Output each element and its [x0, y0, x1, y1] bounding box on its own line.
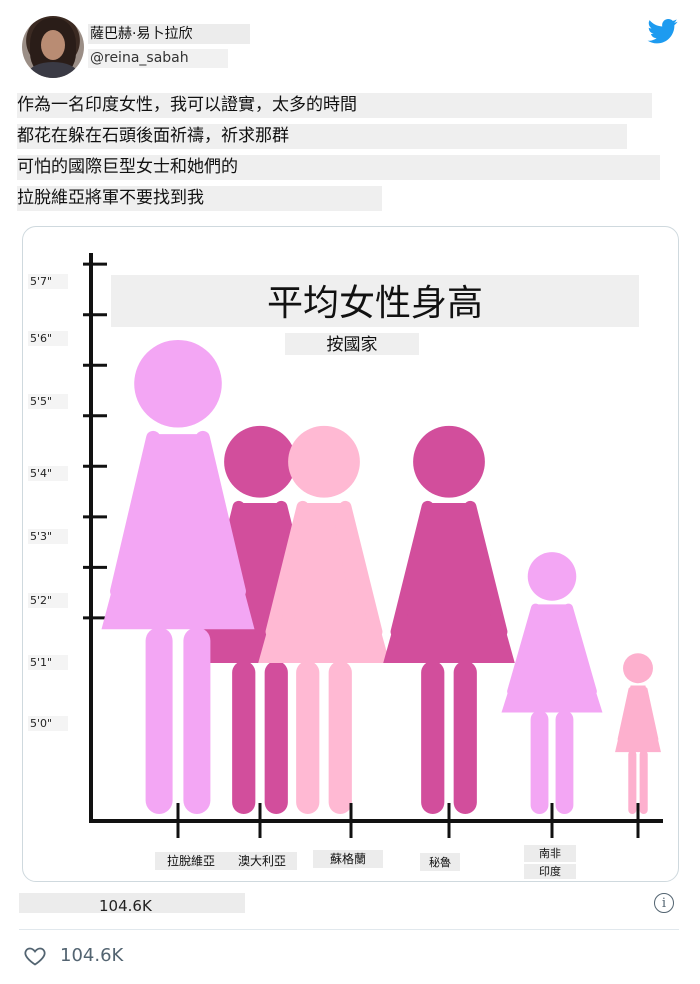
y-tick-label: 5'2": [28, 593, 68, 608]
tweet-text-line: 拉脫維亞將軍不要找到我: [17, 186, 382, 211]
chart-subtitle: 按國家: [285, 333, 419, 355]
tweet-text-line: 可怕的國際巨型女士和她們的: [17, 155, 660, 180]
y-tick-label: 5'0": [28, 716, 68, 731]
woman-figure: [258, 425, 390, 814]
woman-figure: [615, 653, 661, 814]
info-icon[interactable]: i: [654, 893, 674, 913]
figure-leg: [530, 710, 549, 814]
category-label: 澳大利亞: [227, 852, 297, 870]
figure-arm: [335, 500, 383, 646]
figure-arm: [191, 430, 246, 608]
figure-leg: [232, 660, 256, 814]
chart-title: 平均女性身高: [111, 275, 639, 327]
display-name[interactable]: 薩巴赫·易卜拉欣: [88, 24, 250, 44]
chart-image[interactable]: 平均女性身高 按國家 5'0" 5'1" 5'2" 5'3" 5'4" 5'5"…: [22, 226, 679, 882]
avatar[interactable]: [22, 16, 84, 78]
figure-arm: [460, 500, 508, 646]
figure-arm: [390, 500, 438, 646]
figure-leg: [296, 660, 320, 814]
woman-figure: [101, 339, 255, 814]
avatar-shirt: [28, 62, 78, 78]
category-label: 蘇格蘭: [313, 850, 383, 868]
y-tick-label: 5'7": [28, 274, 68, 289]
y-tick-label: 5'5": [28, 394, 68, 409]
woman-figure: [383, 425, 515, 814]
retweet-count: 104.6K: [19, 893, 245, 915]
divider: [19, 929, 679, 930]
heart-icon[interactable]: [22, 944, 48, 968]
figure-leg: [264, 660, 288, 814]
figure-head: [224, 425, 296, 498]
tweet-text-line: 都花在躲在石頭後面祈禱，祈求那群: [17, 124, 627, 149]
y-tick-label: 5'1": [28, 655, 68, 670]
figure-head: [623, 653, 653, 684]
twitter-bird-icon[interactable]: [646, 16, 680, 46]
like-count[interactable]: 104.6K: [60, 945, 124, 966]
figure-arm: [110, 430, 165, 608]
avatar-face: [41, 30, 65, 60]
chart-canvas: [83, 253, 663, 838]
y-tick-label: 5'4": [28, 466, 68, 481]
figure-head: [134, 339, 222, 428]
figure-leg: [555, 710, 574, 814]
figure-leg: [628, 750, 637, 814]
figure-head: [527, 552, 577, 601]
figure-arm: [507, 603, 545, 702]
category-label: 秘魯: [420, 853, 460, 871]
figure-leg: [639, 750, 648, 814]
tweet-text-line: 作為一名印度女性，我可以證實，太多的時間: [17, 93, 652, 118]
figure-head: [288, 425, 360, 498]
y-tick-label: 5'6": [28, 331, 68, 346]
figure-arm: [617, 687, 637, 745]
woman-figure: [501, 552, 603, 814]
category-label: 南非: [524, 845, 576, 862]
figure-arm: [639, 687, 659, 745]
figure-leg: [145, 627, 173, 814]
figure-leg: [328, 660, 352, 814]
user-handle[interactable]: @reina_sabah: [88, 49, 228, 68]
figure-leg: [421, 660, 445, 814]
figure-arm: [265, 500, 313, 646]
y-tick-label: 5'3": [28, 529, 68, 544]
figure-leg: [183, 627, 211, 814]
figure-head: [413, 425, 485, 498]
category-label: 拉脫維亞: [155, 852, 227, 870]
figure-leg: [453, 660, 477, 814]
figure-arm: [559, 603, 597, 702]
category-label: 印度: [524, 864, 576, 879]
